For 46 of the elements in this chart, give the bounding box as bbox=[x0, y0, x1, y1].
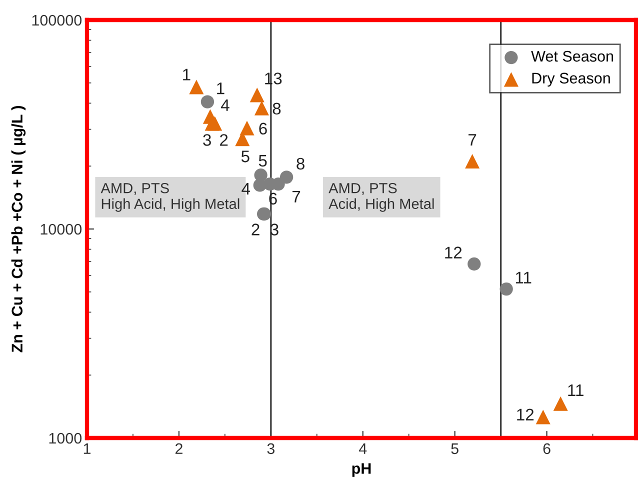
annotation: 4 bbox=[242, 183, 250, 195]
legend-label: Wet Season bbox=[531, 50, 614, 62]
y-tick-label: 1000 bbox=[49, 432, 82, 444]
annotation: 5 bbox=[258, 154, 267, 167]
annotation: 1 bbox=[183, 68, 190, 80]
point bbox=[465, 154, 480, 169]
x-tick-label: 1 bbox=[84, 443, 91, 454]
annotation: 12 bbox=[517, 408, 534, 420]
point bbox=[208, 116, 222, 131]
annotation: 1 bbox=[217, 82, 224, 94]
point bbox=[200, 95, 214, 108]
point bbox=[189, 80, 204, 94]
annotation: 7 bbox=[292, 190, 300, 202]
y-tick-label: 10000 bbox=[40, 224, 82, 235]
y-tick-label: 100000 bbox=[32, 14, 82, 26]
annotation: 6 bbox=[259, 122, 267, 135]
annotation: 2 bbox=[220, 134, 228, 146]
annotation: 7 bbox=[468, 134, 476, 146]
y-axis-title: Zn + Cu + Cd +Pb +Co + Ni ( µg/L ) bbox=[11, 106, 26, 352]
annotation: 2 bbox=[252, 224, 260, 236]
annotation: 12 bbox=[445, 246, 462, 258]
annotation: AMD, PTS Acid, High Metal bbox=[328, 182, 434, 212]
point bbox=[280, 170, 294, 184]
x-axis-title: pH bbox=[352, 463, 371, 477]
point bbox=[254, 100, 270, 116]
point bbox=[240, 120, 254, 136]
x-tick-label: 5 bbox=[451, 443, 458, 454]
point bbox=[536, 410, 550, 424]
annotation: AMD, PTS High Acid, High Metal bbox=[100, 182, 240, 212]
x-tick-label: 2 bbox=[175, 443, 182, 454]
x-tick-label: 4 bbox=[358, 443, 367, 454]
annotation: 5 bbox=[241, 150, 250, 162]
x-tick-label: 3 bbox=[267, 443, 274, 454]
point bbox=[254, 168, 268, 182]
legend-label: Dry Season bbox=[532, 72, 610, 87]
annotation: 8 bbox=[272, 102, 281, 115]
annotation: 8 bbox=[296, 158, 304, 170]
annotation: 3 bbox=[203, 134, 211, 146]
point bbox=[500, 282, 513, 296]
annotation: 4 bbox=[220, 99, 230, 111]
annotation: 11 bbox=[516, 272, 532, 284]
point bbox=[468, 257, 481, 271]
point bbox=[553, 396, 568, 411]
x-tick-label: 6 bbox=[543, 443, 550, 454]
annotation: 11 bbox=[568, 384, 584, 396]
point bbox=[250, 88, 264, 102]
